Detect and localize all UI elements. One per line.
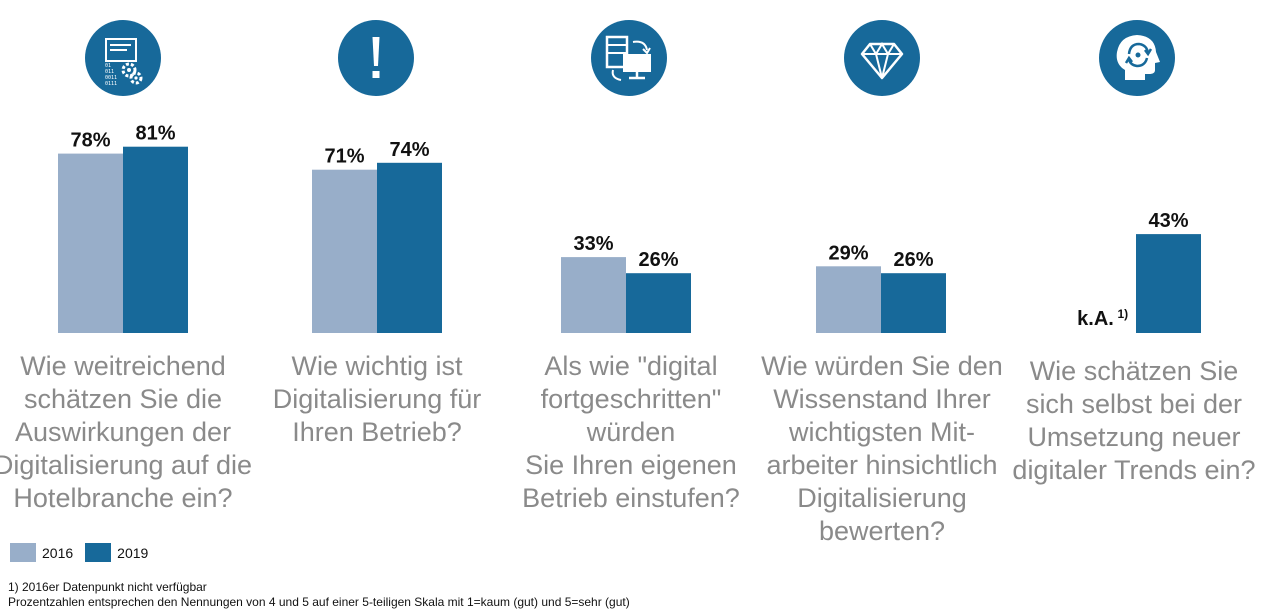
bar-value-label-2019-2: 74%	[389, 139, 429, 161]
bar-2016-2	[312, 169, 377, 333]
bar-2019-1	[123, 146, 188, 333]
bar-2019-3	[626, 273, 691, 333]
bar-2016-3	[561, 257, 626, 333]
category-label-1: Wie weitreichend schätzen Sie die Auswir…	[0, 351, 253, 513]
category-label-2: Wie wichtig ist Digitalisierung für Ihre…	[272, 351, 482, 447]
svg-text:0011: 0011	[105, 75, 117, 81]
bar-value-label-2016-2: 71%	[324, 146, 364, 168]
legend: 2016 2019	[10, 543, 160, 562]
category-label-3: Als wie "digital fortgeschritten" würden…	[522, 351, 740, 513]
bar-value-label-2019-4: 26%	[893, 249, 933, 271]
bar-2019-5	[1136, 234, 1201, 333]
svg-text:01: 01	[105, 63, 111, 69]
bar-value-label-2016-1: 78%	[70, 130, 110, 152]
bar-value-label-2019-1: 81%	[135, 123, 175, 145]
diamond-icon	[844, 20, 920, 96]
bar-chart: 78% 81% 71% 74% 33% 26% 29% 26% k.A. 1) 43%	[58, 123, 1201, 333]
footnote-missing-data: 1) 2016er Datenpunkt nicht verfügbar	[8, 580, 207, 594]
category-label-5: Wie schätzen Sie sich selbst bei der Ums…	[1012, 356, 1256, 485]
legend-swatch-2016	[10, 543, 36, 562]
missing-value-label: k.A.	[1077, 308, 1114, 330]
footnote-scale: Prozentzahlen entsprechen den Nennungen …	[8, 595, 630, 609]
legend-label-2016: 2016	[42, 544, 74, 561]
svg-text:011: 011	[105, 69, 114, 75]
legend-swatch-2019	[85, 543, 112, 562]
bar-value-label-2016-4: 29%	[828, 242, 868, 264]
svg-text:0111: 0111	[105, 81, 117, 87]
transfer-icon	[591, 20, 667, 96]
bar-value-label-2019-5: 43%	[1148, 210, 1188, 232]
bar-2019-2	[377, 162, 442, 333]
bar-2016-4	[816, 266, 881, 333]
bar-value-label-2019-3: 26%	[638, 249, 678, 271]
bar-2016-1	[58, 153, 123, 333]
head-ideas-icon	[1099, 20, 1175, 96]
category-label-4: Wie würden Sie den Wissenstand Ihrer wic…	[761, 351, 1003, 546]
bar-2019-4	[881, 273, 946, 333]
exclamation-icon	[338, 20, 414, 96]
footnote-marker: 1)	[1118, 307, 1129, 321]
legend-label-2019: 2019	[117, 544, 149, 561]
bar-value-label-2016-3: 33%	[573, 233, 613, 255]
data-settings-icon: 01 011 0011 0111	[85, 20, 161, 96]
